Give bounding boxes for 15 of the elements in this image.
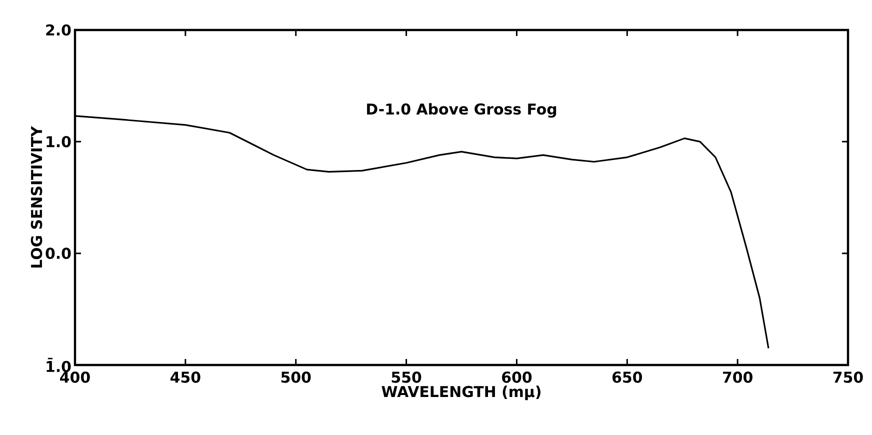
y-tick-label: 2.0 [46, 24, 71, 36]
x-tick-label: 500 [281, 372, 311, 383]
x-tick-label: 450 [170, 372, 200, 383]
annotation: D-1.0 Above Gross Fog [367, 103, 556, 118]
x-tick-label: 650 [612, 372, 642, 383]
y-tick-label: 1.0 [46, 136, 71, 148]
x-tick-label: 700 [722, 372, 752, 383]
x-tick-label: 400 [60, 372, 90, 383]
x-tick-label: 750 [833, 372, 863, 383]
y-tick-label: 1̄.0 [46, 358, 71, 372]
y-axis-title: LOG SENSITIVITY [30, 126, 42, 268]
y-tick-label: 0.0 [46, 248, 71, 259]
x-tick-label: 600 [502, 372, 532, 383]
x-axis-title: WAVELENGTH (mμ) [382, 386, 540, 400]
x-tick-label: 550 [392, 372, 422, 383]
